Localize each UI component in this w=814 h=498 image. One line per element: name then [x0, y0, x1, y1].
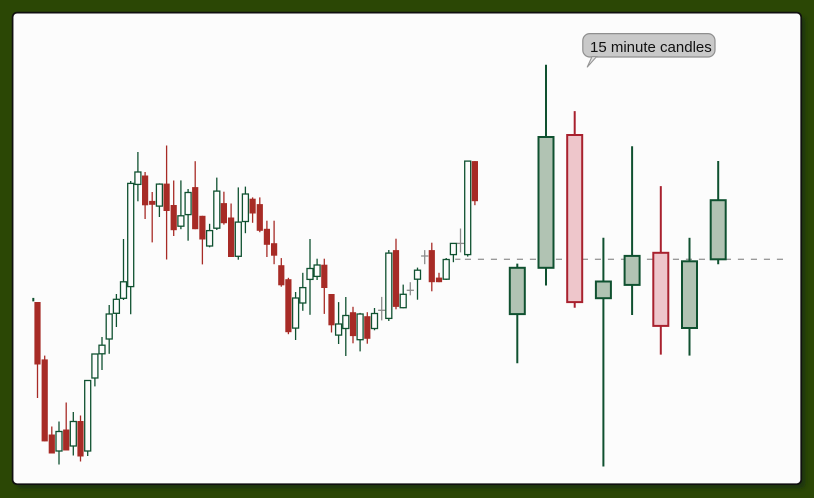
svg-text:15 minute candles: 15 minute candles: [590, 39, 712, 56]
